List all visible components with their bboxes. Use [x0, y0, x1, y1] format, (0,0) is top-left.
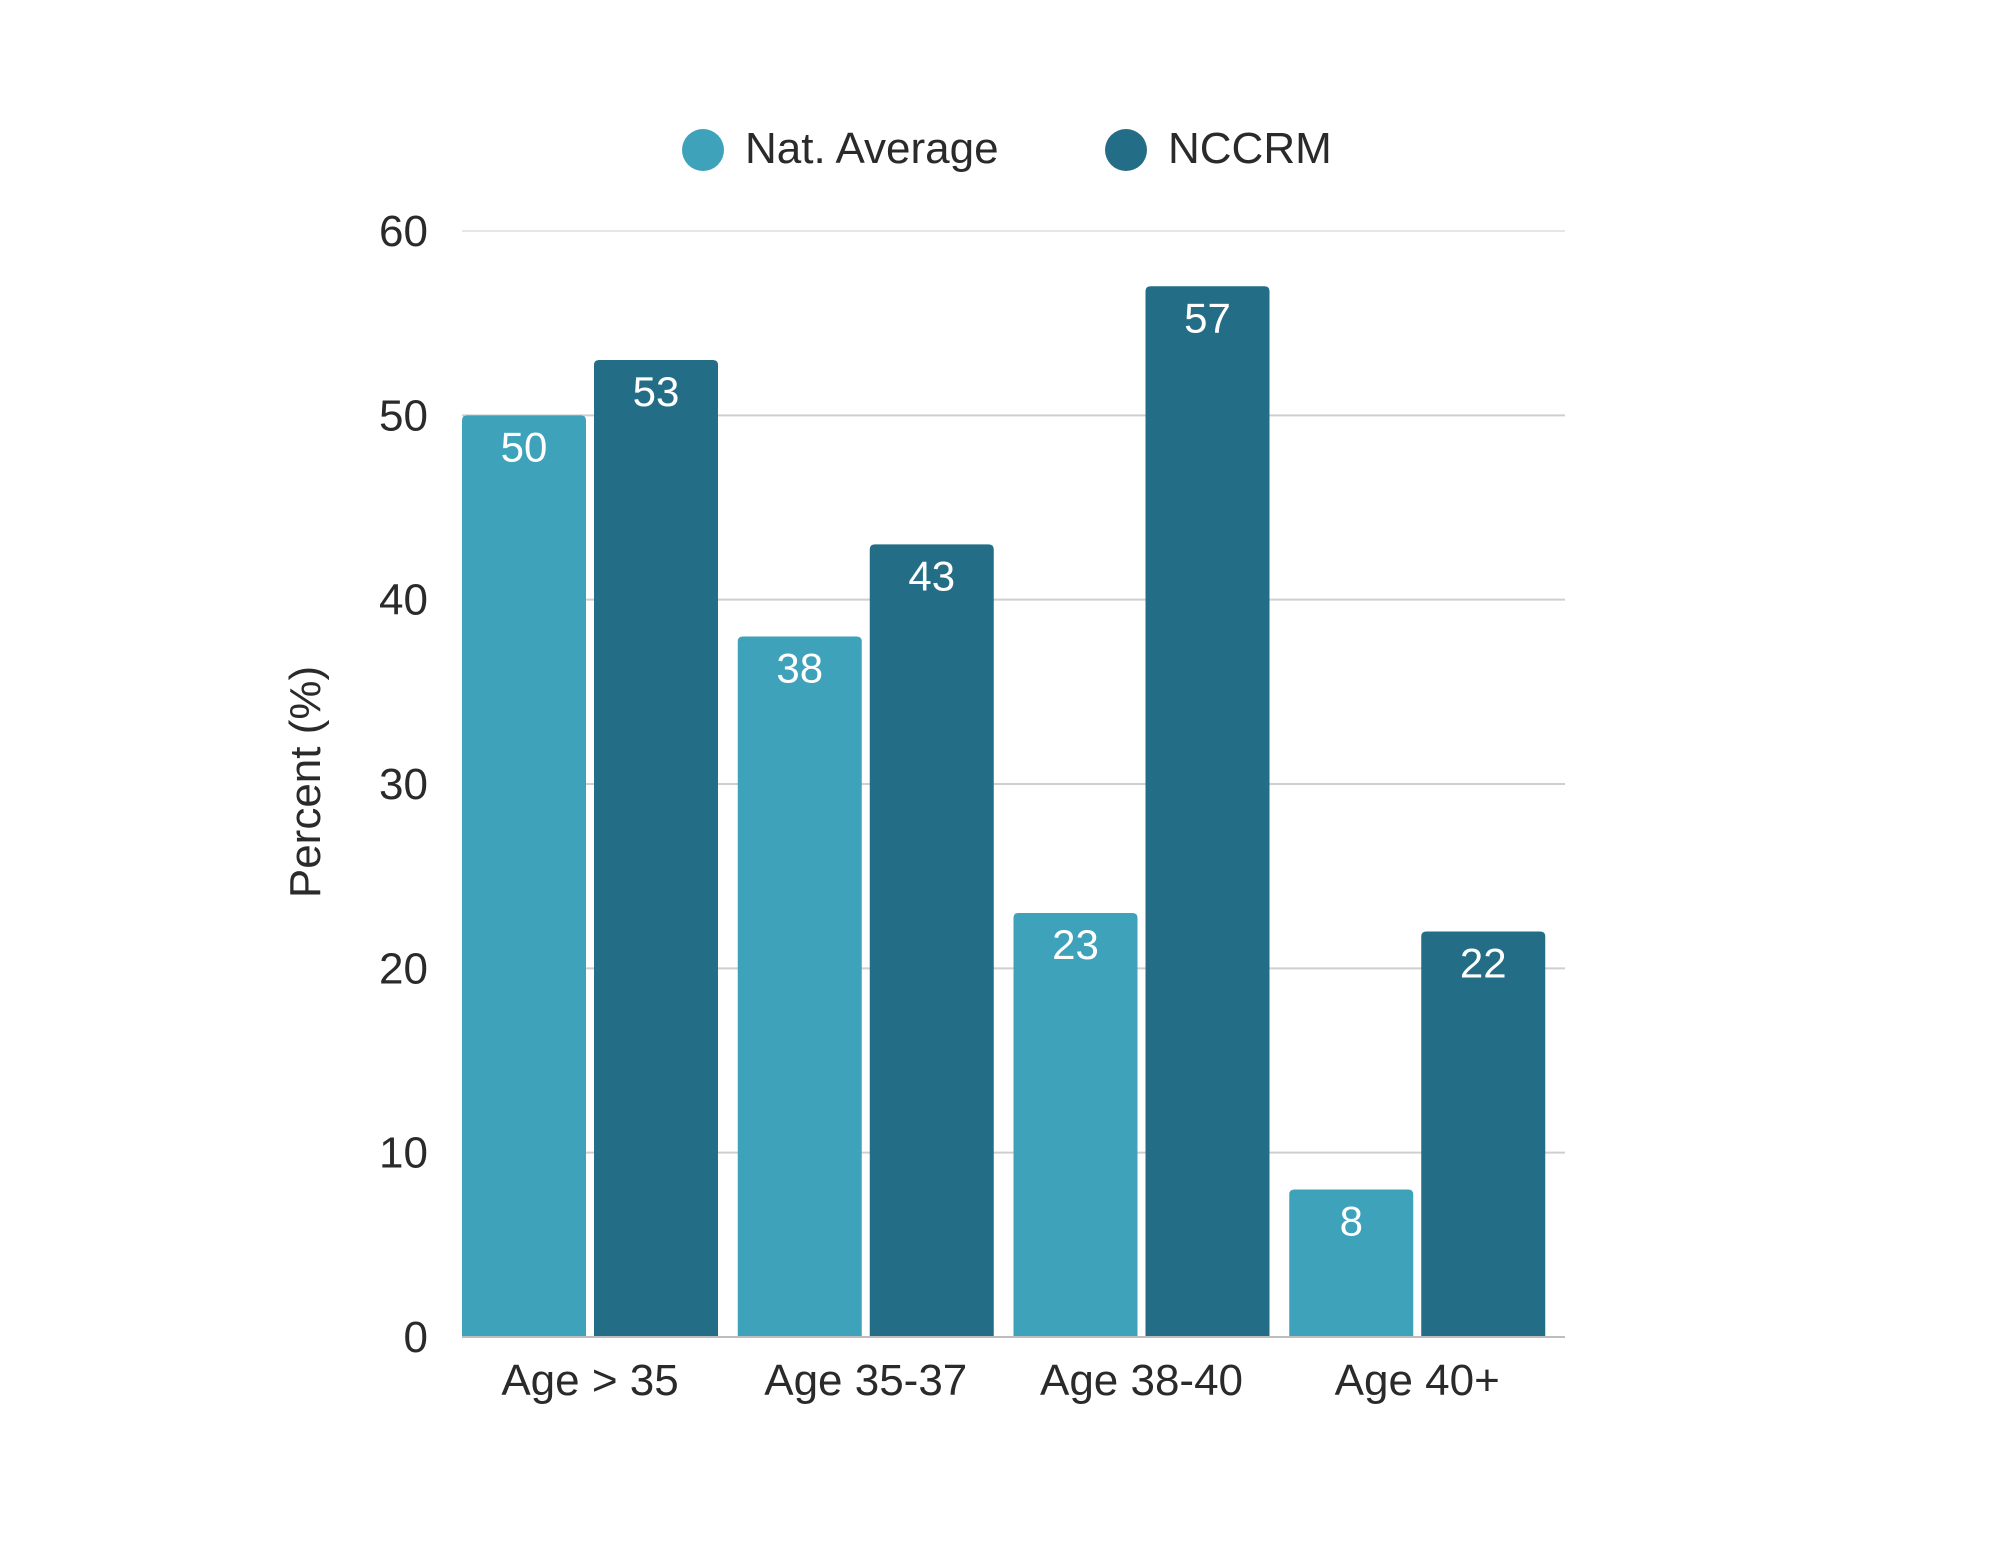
bar-value-label: 57	[1184, 294, 1231, 341]
bar-value-label: 23	[1052, 921, 1099, 968]
bar-nccrm-1	[594, 360, 718, 1337]
y-tick-label: 0	[404, 1313, 428, 1362]
y-tick-label: 20	[379, 944, 428, 993]
y-axis-ticks: 0 10 20 30 40 50 60	[379, 207, 428, 1362]
bar-value-label: 8	[1340, 1198, 1363, 1245]
bar-data-labels: 50 53 38 43 23 57 8 22	[501, 294, 1507, 1244]
y-tick-label: 30	[379, 760, 428, 809]
x-axis-labels: Age > 35 Age 35-37 Age 38-40 Age 40+	[501, 1356, 1500, 1405]
bar-value-label: 22	[1460, 939, 1507, 986]
x-category-label: Age 38-40	[1040, 1356, 1243, 1405]
x-category-label: Age 35-37	[764, 1356, 967, 1405]
bar-value-label: 53	[633, 368, 680, 415]
bar-nat-average-3	[1013, 913, 1138, 1337]
x-category-label: Age > 35	[501, 1356, 678, 1405]
legend-swatch-nccrm	[1105, 129, 1147, 171]
y-axis-title: Percent (%)	[281, 666, 330, 898]
bar-nccrm-2	[869, 544, 994, 1337]
y-tick-label: 60	[379, 207, 428, 256]
bar-nat-average-2	[737, 636, 862, 1337]
bar-value-label: 43	[908, 552, 955, 599]
y-tick-label: 10	[379, 1129, 428, 1178]
legend: Nat. Average NCCRM	[682, 124, 1332, 173]
y-tick-label: 50	[379, 391, 428, 440]
y-tick-label: 40	[379, 576, 428, 625]
bar-value-label: 38	[776, 645, 823, 692]
legend-label: NCCRM	[1168, 124, 1332, 173]
legend-swatch-nat-average	[682, 129, 724, 171]
bar-nccrm-4	[1421, 931, 1546, 1337]
bar-nccrm-3	[1145, 286, 1270, 1337]
x-category-label: Age 40+	[1335, 1356, 1500, 1405]
bars	[462, 286, 1546, 1337]
legend-label: Nat. Average	[745, 124, 999, 173]
bar-nat-average-4	[1289, 1189, 1414, 1337]
bar-nat-average-1	[462, 415, 586, 1337]
bar-value-label: 50	[501, 423, 548, 470]
